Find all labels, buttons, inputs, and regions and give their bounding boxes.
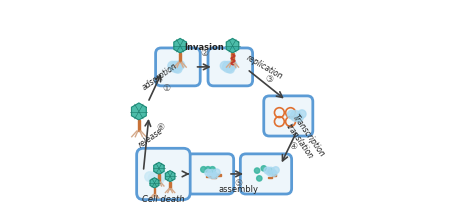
Bar bbox=[216, 174, 221, 176]
Polygon shape bbox=[165, 171, 175, 182]
Circle shape bbox=[174, 65, 182, 73]
Text: ①: ① bbox=[163, 84, 171, 93]
Polygon shape bbox=[226, 39, 239, 53]
Bar bbox=[206, 176, 210, 177]
Circle shape bbox=[268, 169, 273, 174]
FancyBboxPatch shape bbox=[240, 154, 292, 194]
Circle shape bbox=[176, 61, 184, 70]
Circle shape bbox=[264, 167, 271, 174]
Text: assembly: assembly bbox=[218, 185, 258, 194]
Text: Transcription
translation: Transcription translation bbox=[282, 112, 326, 164]
Circle shape bbox=[157, 171, 167, 181]
Circle shape bbox=[296, 114, 303, 122]
Circle shape bbox=[210, 167, 215, 172]
Circle shape bbox=[170, 61, 181, 72]
Polygon shape bbox=[150, 178, 159, 188]
Circle shape bbox=[155, 176, 164, 185]
Circle shape bbox=[168, 61, 177, 70]
Bar bbox=[231, 53, 234, 62]
Text: Invasion: Invasion bbox=[184, 43, 224, 52]
Circle shape bbox=[271, 170, 277, 176]
Bar bbox=[154, 188, 155, 195]
FancyBboxPatch shape bbox=[208, 48, 253, 86]
FancyBboxPatch shape bbox=[264, 96, 313, 136]
Bar bbox=[272, 174, 275, 176]
FancyBboxPatch shape bbox=[137, 148, 190, 200]
Text: ⑤: ⑤ bbox=[234, 180, 242, 188]
Bar bbox=[179, 53, 181, 62]
Polygon shape bbox=[174, 39, 186, 53]
Circle shape bbox=[148, 172, 161, 185]
Text: ④: ④ bbox=[290, 142, 298, 151]
Circle shape bbox=[207, 169, 216, 178]
Circle shape bbox=[261, 166, 266, 171]
Circle shape bbox=[201, 167, 207, 172]
Bar bbox=[158, 174, 160, 182]
Circle shape bbox=[256, 176, 262, 181]
Text: adsorption: adsorption bbox=[141, 62, 179, 92]
Polygon shape bbox=[154, 162, 164, 174]
FancyBboxPatch shape bbox=[187, 154, 234, 194]
Circle shape bbox=[255, 168, 260, 173]
Polygon shape bbox=[132, 103, 146, 120]
Circle shape bbox=[228, 61, 237, 70]
Text: release: release bbox=[137, 126, 165, 150]
Circle shape bbox=[145, 172, 155, 182]
FancyBboxPatch shape bbox=[155, 48, 200, 86]
Circle shape bbox=[213, 169, 220, 176]
Bar bbox=[169, 182, 171, 189]
Text: replication: replication bbox=[245, 53, 285, 81]
Text: Cell death: Cell death bbox=[142, 195, 185, 204]
Bar bbox=[268, 177, 272, 178]
Circle shape bbox=[222, 61, 234, 72]
Text: ③: ③ bbox=[265, 75, 273, 84]
Circle shape bbox=[273, 167, 279, 173]
Circle shape bbox=[298, 110, 306, 118]
Text: ②: ② bbox=[200, 49, 208, 58]
Circle shape bbox=[287, 110, 296, 119]
Circle shape bbox=[266, 167, 275, 176]
Bar bbox=[137, 120, 140, 131]
Text: ⑥: ⑥ bbox=[156, 123, 164, 132]
Bar bbox=[211, 177, 216, 178]
Circle shape bbox=[205, 169, 212, 176]
Circle shape bbox=[220, 61, 229, 70]
Circle shape bbox=[212, 173, 218, 179]
Circle shape bbox=[291, 111, 301, 121]
Circle shape bbox=[226, 65, 234, 73]
Circle shape bbox=[205, 167, 211, 172]
